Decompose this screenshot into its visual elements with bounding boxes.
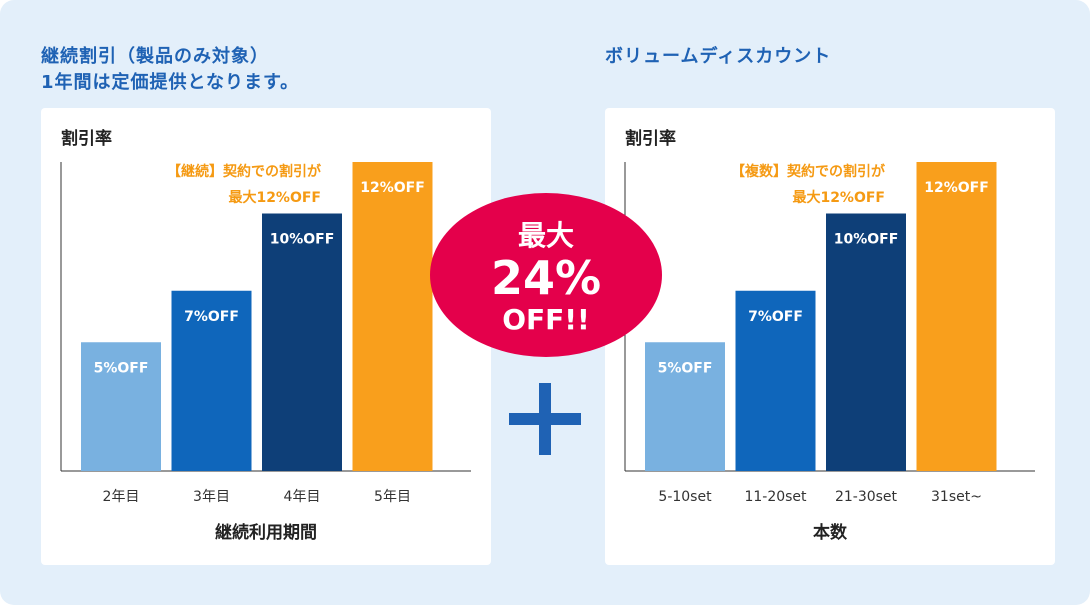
badge-line1: 最大: [517, 219, 574, 252]
x-tick-label: 31set~: [931, 489, 982, 505]
max-discount-badge: 最大 24% OFF!!: [430, 193, 662, 357]
x-tick-label: 11-20set: [744, 489, 807, 505]
volume-chart: 割引率 5%OFF 5-10set 7%OFF 11-20set 10%OFF 21-30s…: [624, 128, 1035, 543]
continuation-title-line2: 1年間は定価提供となります。: [41, 72, 300, 93]
badge-line3: OFF!!: [502, 303, 590, 336]
annotation-line1: 【継続】契約での割引が: [167, 163, 322, 180]
continuation-chart: 割引率 5%OFF 2年目 7%OFF 3年目 10%OFF 4年目 12%OFF 5年目 【継続…: [60, 128, 471, 543]
plus-icon: [509, 383, 581, 455]
volume-discount-title: ボリュームディスカウント: [605, 46, 832, 67]
continuation-chart-panel: 割引率 5%OFF 2年目 7%OFF 3年目 10%OFF 4年目 12%OFF 5年目 【継続…: [41, 108, 491, 565]
continuation-title-line1: 継続割引（製品のみ対象）: [41, 46, 269, 67]
bar-1: [81, 342, 161, 471]
bar-3: [826, 213, 906, 471]
badge-percent: 24%: [490, 251, 602, 305]
bar-data-label: 7%OFF: [184, 309, 239, 325]
bar-data-label: 10%OFF: [270, 232, 335, 248]
y-axis-label: 割引率: [625, 128, 676, 149]
x-tick-label: 3年目: [193, 489, 230, 505]
continuation-discount-title: 継続割引（製品のみ対象） 1年間は定価提供となります。: [41, 44, 299, 96]
bar-data-label: 12%OFF: [924, 180, 989, 196]
bar-data-label: 5%OFF: [658, 360, 713, 376]
bar-3: [262, 213, 342, 471]
volume-chart-panel: 割引率 5%OFF 5-10set 7%OFF 11-20set 10%OFF 21-30s…: [605, 108, 1055, 565]
annotation-line2: 最大12%OFF: [228, 189, 321, 206]
x-axis-label: 本数: [813, 522, 848, 543]
x-tick-label: 5年目: [374, 489, 411, 505]
bar-data-label: 10%OFF: [834, 232, 899, 248]
x-tick-label: 21-30set: [835, 489, 898, 505]
bar-4: [916, 162, 997, 471]
plus-icon-vertical: [539, 383, 551, 455]
bar-1: [645, 342, 725, 471]
bar-data-label: 12%OFF: [360, 180, 425, 196]
bar-2: [171, 290, 252, 471]
x-tick-label: 4年目: [284, 489, 321, 505]
bar-data-label: 7%OFF: [748, 309, 803, 325]
x-axis-label: 継続利用期間: [215, 522, 317, 543]
x-tick-label: 2年目: [103, 489, 140, 505]
annotation-line1: 【複数】契約での割引が: [731, 163, 886, 180]
annotation-line2: 最大12%OFF: [792, 189, 885, 206]
bar-4: [352, 162, 433, 471]
x-tick-label: 5-10set: [658, 489, 712, 505]
y-axis-label: 割引率: [61, 128, 112, 149]
bar-2: [735, 290, 816, 471]
bar-data-label: 5%OFF: [94, 360, 149, 376]
